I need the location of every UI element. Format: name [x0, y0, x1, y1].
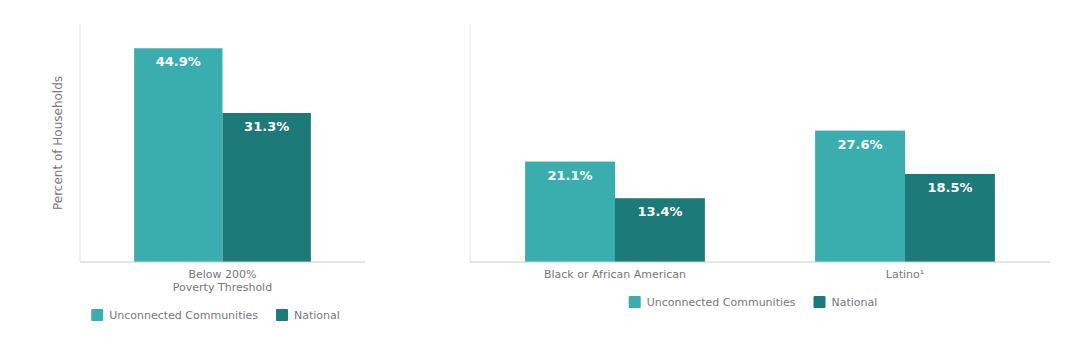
bar	[525, 162, 615, 262]
legend-swatch	[629, 296, 641, 308]
bars	[525, 131, 995, 262]
data-label: 13.4%	[637, 204, 682, 219]
bar	[223, 113, 311, 262]
x-tick-label: Black or African American	[544, 268, 686, 281]
legend-label: National	[832, 296, 878, 309]
bar	[905, 174, 995, 262]
legend: Unconnected Communities National	[629, 296, 878, 309]
y-axis-label: Percent of Households	[51, 76, 65, 210]
data-label: 21.1%	[547, 168, 592, 183]
x-axis-line	[470, 262, 1050, 263]
x-tick-label: Latino¹	[886, 268, 924, 281]
legend: Unconnected Communities National	[91, 309, 340, 322]
legend-label: Unconnected Communities	[109, 309, 258, 322]
chart-root: 44.9% 31.3% Below 200%Poverty Threshold Per…	[0, 0, 1080, 360]
bar	[815, 131, 905, 262]
legend-label: Unconnected Communities	[647, 296, 796, 309]
legend-label: National	[294, 309, 340, 322]
bar	[134, 48, 222, 262]
y-axis-line	[470, 24, 471, 262]
legend-swatch	[814, 296, 826, 308]
chart-panel: 44.9% 31.3% Below 200%Poverty Threshold Per…	[51, 24, 365, 322]
data-labels: 21.1% 27.6% 13.4% 18.5%	[547, 137, 972, 220]
data-label: 31.3%	[244, 119, 289, 134]
y-axis-line	[80, 24, 81, 262]
data-label: 18.5%	[927, 180, 972, 195]
legend-swatch	[276, 309, 288, 321]
data-label: 44.9%	[156, 54, 201, 69]
bars	[134, 48, 311, 262]
data-label: 27.6%	[837, 137, 882, 152]
legend-swatch	[91, 309, 103, 321]
x-tick-label: Below 200%Poverty Threshold	[173, 268, 272, 294]
chart-svg: 44.9% 31.3% Below 200%Poverty Threshold Per…	[0, 0, 1080, 360]
data-labels: 44.9% 31.3%	[156, 54, 289, 134]
bar	[615, 198, 705, 262]
chart-panel: 21.1% 27.6% 13.4% 18.5% Black or African Ame…	[470, 24, 1050, 309]
x-axis-line	[80, 262, 365, 263]
